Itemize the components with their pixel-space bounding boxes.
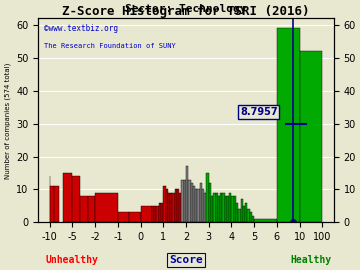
Bar [63, 173, 72, 222]
Bar [213, 193, 216, 222]
Bar [229, 193, 231, 222]
Bar [129, 212, 140, 222]
Y-axis label: Number of companies (574 total): Number of companies (574 total) [4, 62, 11, 178]
Bar [238, 209, 240, 222]
Bar [300, 51, 322, 222]
Bar [154, 206, 157, 222]
Bar [236, 202, 238, 222]
Bar [152, 206, 154, 222]
Text: Unhealthy: Unhealthy [46, 255, 99, 265]
Bar [179, 193, 181, 222]
Bar [249, 212, 252, 222]
Text: The Research Foundation of SUNY: The Research Foundation of SUNY [44, 43, 176, 49]
Bar [140, 206, 152, 222]
Bar [186, 166, 188, 222]
Bar [157, 206, 159, 222]
Bar [243, 206, 245, 222]
Bar [80, 196, 87, 222]
Bar [222, 193, 225, 222]
Bar [218, 196, 220, 222]
Bar [188, 180, 190, 222]
Bar [200, 183, 202, 222]
Bar [234, 196, 236, 222]
Bar [87, 196, 95, 222]
Bar [163, 186, 166, 222]
Bar [225, 196, 227, 222]
Bar [240, 199, 243, 222]
Text: ©www.textbiz.org: ©www.textbiz.org [44, 25, 118, 33]
Bar [168, 193, 170, 222]
Bar [197, 189, 200, 222]
Bar [177, 189, 179, 222]
Bar [54, 186, 59, 222]
Bar [50, 186, 54, 222]
Bar [209, 183, 211, 222]
Bar [159, 202, 161, 222]
Text: 8.7957: 8.7957 [240, 107, 278, 117]
Bar [254, 219, 277, 222]
Bar [181, 180, 184, 222]
Bar [277, 28, 300, 222]
Bar [245, 202, 247, 222]
Bar [247, 209, 249, 222]
Bar [211, 196, 213, 222]
Bar [195, 189, 197, 222]
Bar [118, 212, 129, 222]
Bar [170, 193, 172, 222]
Text: Score: Score [169, 255, 203, 265]
Bar [216, 193, 218, 222]
Bar [161, 202, 163, 222]
Text: Healthy: Healthy [291, 255, 332, 265]
Title: Z-Score Histogram for TSRI (2016): Z-Score Histogram for TSRI (2016) [62, 5, 310, 18]
Bar [166, 189, 168, 222]
Bar [231, 196, 234, 222]
Bar [95, 193, 118, 222]
Bar [175, 189, 177, 222]
Text: Sector: Technology: Sector: Technology [125, 4, 247, 14]
Bar [72, 176, 80, 222]
Bar [184, 180, 186, 222]
Bar [227, 196, 229, 222]
Bar [220, 193, 222, 222]
Bar [202, 189, 204, 222]
Bar [252, 216, 254, 222]
Bar [190, 183, 193, 222]
Bar [172, 193, 175, 222]
Bar [207, 173, 209, 222]
Bar [193, 186, 195, 222]
Bar [204, 193, 207, 222]
